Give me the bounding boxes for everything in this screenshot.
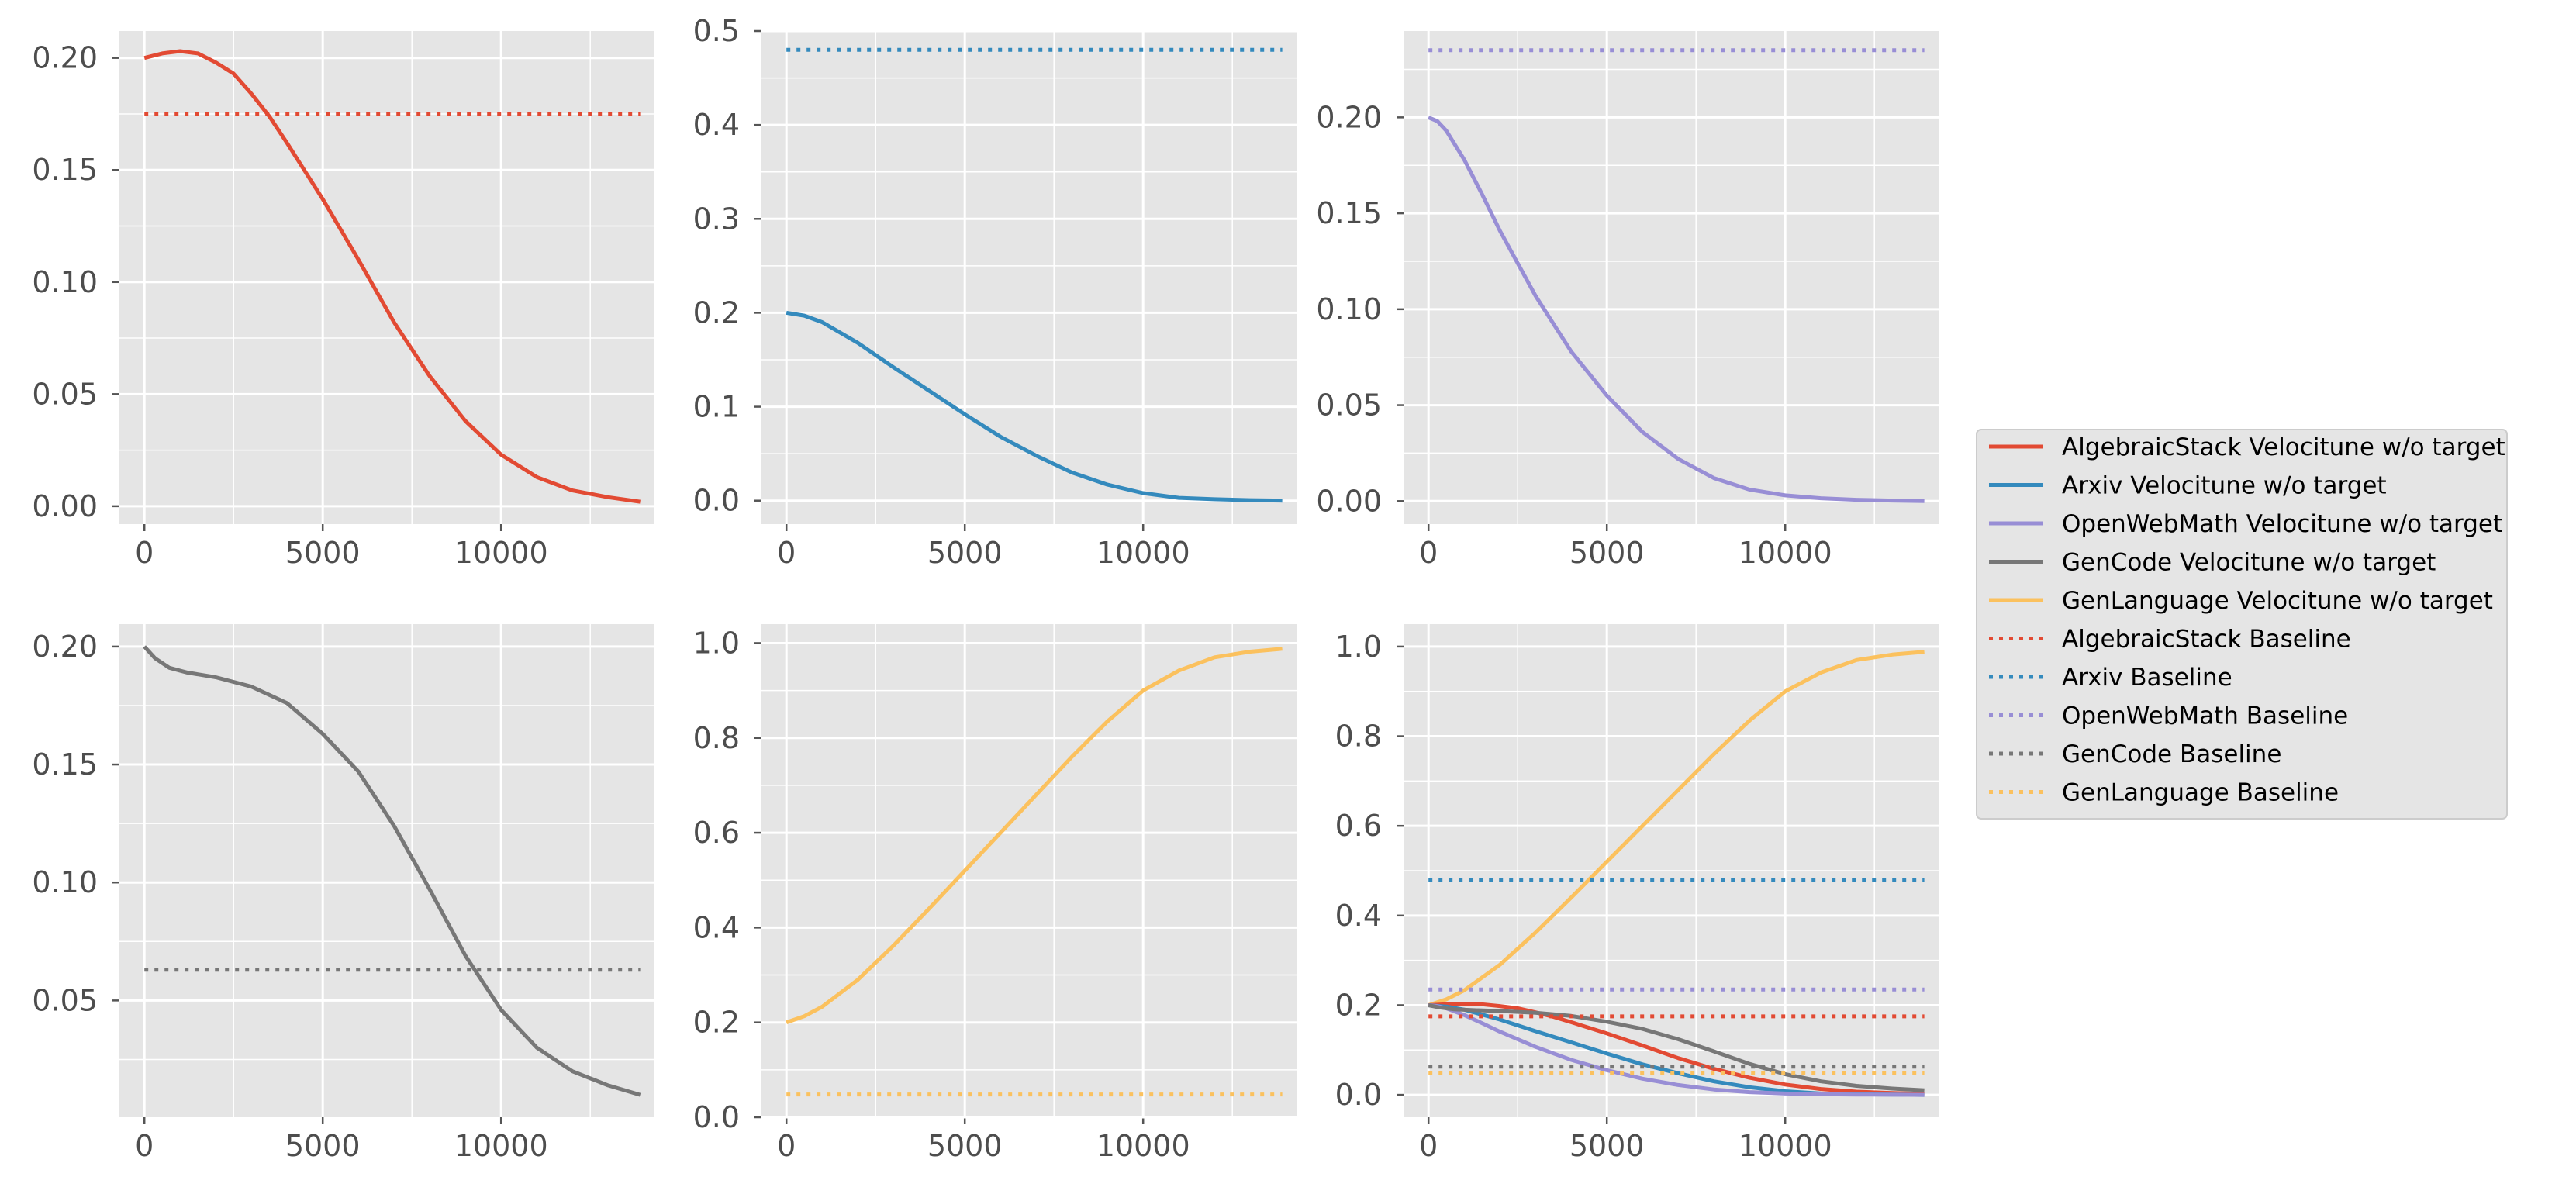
x-tick-label: 0 (1419, 1129, 1438, 1163)
legend-item: AlgebraicStack Baseline (1989, 626, 2351, 654)
x-tick-label: 10000 (1739, 1129, 1832, 1163)
legend-label: AlgebraicStack Velocitune w/o target (2062, 433, 2505, 461)
series-genlanguage-velocitune-w-o-target (1428, 650, 1925, 1007)
y-tick-label: 1.0 (693, 626, 740, 660)
x-tick-label: 5000 (285, 1129, 361, 1163)
y-tick-label: 1.0 (1335, 630, 1382, 664)
series-arxiv-velocitune-w-o-target (786, 310, 1283, 503)
y-tick-label: 0.20 (32, 630, 98, 664)
plot-background (761, 31, 1297, 524)
legend-item: AlgebraicStack Velocitune w/o target (1989, 433, 2505, 461)
legend-label: Arxiv Baseline (2062, 664, 2232, 692)
legend-item: GenLanguage Baseline (1989, 779, 2339, 807)
plot-background (1404, 31, 1939, 524)
legend-label: GenCode Velocitune w/o target (2062, 549, 2436, 577)
legend-item: Arxiv Velocitune w/o target (1989, 472, 2387, 500)
y-tick-label: 0.20 (1316, 100, 1382, 134)
series-genlanguage-velocitune-w-o-target (786, 647, 1283, 1025)
y-tick-label: 0.8 (1335, 720, 1382, 754)
legend: AlgebraicStack Velocitune w/o target Arxi… (1976, 429, 2508, 820)
series-openwebmath-velocitune-w-o-target (1428, 1003, 1925, 1097)
panel-combined: 0 5000 10000 0.0 0.2 0.4 0.6 0.8 1.0 (1335, 624, 1939, 1163)
legend-label: AlgebraicStack Baseline (2062, 626, 2351, 654)
y-tick-label: 0.4 (693, 910, 740, 944)
x-tick-label: 10000 (1739, 536, 1832, 570)
plot-background (119, 624, 654, 1117)
x-tick-label: 5000 (1569, 536, 1645, 570)
legend-label: OpenWebMath Baseline (2062, 702, 2348, 730)
x-tick-label: 5000 (1569, 1129, 1645, 1163)
y-tick-label: 0.10 (1316, 292, 1382, 326)
y-tick-label: 0.10 (32, 865, 98, 899)
legend-item: OpenWebMath Velocitune w/o target (1989, 510, 2502, 538)
legend-box (1976, 429, 2508, 820)
series-gencode-velocitune-w-o-target (1428, 1003, 1925, 1092)
y-tick-label: 0.15 (1316, 196, 1382, 230)
x-tick-label: 5000 (927, 1129, 1003, 1163)
x-tick-label: 0 (135, 536, 154, 570)
y-tick-label: 0.00 (1316, 484, 1382, 518)
x-tick-label: 10000 (454, 536, 548, 570)
y-tick-label: 0.0 (693, 484, 740, 518)
y-tick-label: 0.05 (1316, 388, 1382, 423)
series-openwebmath-velocitune-w-o-target (1428, 116, 1925, 503)
y-tick-label: 0.0 (693, 1100, 740, 1134)
legend-label: GenLanguage Velocitune w/o target (2062, 587, 2493, 615)
panel-genlanguage: 0 5000 10000 0.0 0.2 0.4 0.6 0.8 1.0 (693, 624, 1297, 1163)
x-tick-label: 5000 (927, 536, 1003, 570)
series-gencode-velocitune-w-o-target (143, 645, 641, 1097)
legend-item: Arxiv Baseline (1989, 664, 2232, 692)
x-tick-label: 0 (135, 1129, 154, 1163)
x-tick-label: 5000 (285, 536, 361, 570)
legend-label: OpenWebMath Velocitune w/o target (2062, 510, 2502, 538)
y-tick-label: 0.4 (1335, 899, 1382, 933)
y-tick-label: 0.3 (693, 202, 740, 236)
y-tick-label: 0.2 (693, 1006, 740, 1040)
legend-label: Arxiv Velocitune w/o target (2062, 472, 2387, 500)
x-tick-label: 0 (777, 536, 796, 570)
y-tick-label: 0.8 (693, 721, 740, 755)
y-tick-label: 0.1 (693, 390, 740, 424)
y-tick-label: 0.5 (693, 14, 740, 48)
legend-item: GenCode Velocitune w/o target (1989, 549, 2436, 577)
y-tick-label: 0.05 (32, 983, 98, 1017)
y-tick-label: 0.4 (693, 108, 740, 142)
y-tick-label: 0.2 (1335, 988, 1382, 1022)
x-tick-label: 10000 (1096, 536, 1190, 570)
y-tick-label: 0.20 (32, 41, 98, 75)
x-tick-label: 10000 (1096, 1129, 1190, 1163)
plot-background (761, 624, 1297, 1117)
y-tick-label: 0.10 (32, 265, 98, 299)
y-tick-label: 0.05 (32, 377, 98, 411)
legend-label: GenCode Baseline (2062, 740, 2281, 768)
series-algebraicstack-velocitune-w-o-target (143, 49, 641, 504)
series-algebraicstack-velocitune-w-o-target (1428, 1002, 1925, 1096)
legend-item: GenCode Baseline (1989, 740, 2281, 768)
legend-label: GenLanguage Baseline (2062, 779, 2339, 807)
x-tick-label: 0 (1419, 536, 1438, 570)
y-tick-label: 0.0 (1335, 1078, 1382, 1112)
panel-algebraicstack: 0 5000 10000 0.00 0.05 0.10 0.15 0.20 (32, 31, 654, 570)
x-tick-label: 10000 (454, 1129, 548, 1163)
x-tick-label: 0 (777, 1129, 796, 1163)
panel-arxiv: 0 5000 10000 0.0 0.1 0.2 0.3 0.4 0.5 (693, 14, 1297, 570)
y-tick-label: 0.15 (32, 153, 98, 187)
y-tick-label: 0.00 (32, 489, 98, 523)
panel-gencode: 0 5000 10000 0.05 0.10 0.15 0.20 (32, 624, 654, 1163)
panel-openwebmath: 0 5000 10000 0.00 0.05 0.10 0.15 0.20 (1316, 31, 1939, 570)
legend-item: GenLanguage Velocitune w/o target (1989, 587, 2493, 615)
legend-item: OpenWebMath Baseline (1989, 702, 2348, 730)
y-tick-label: 0.2 (693, 295, 740, 330)
y-tick-label: 0.15 (32, 747, 98, 782)
y-tick-label: 0.6 (1335, 809, 1382, 843)
y-tick-label: 0.6 (693, 816, 740, 850)
